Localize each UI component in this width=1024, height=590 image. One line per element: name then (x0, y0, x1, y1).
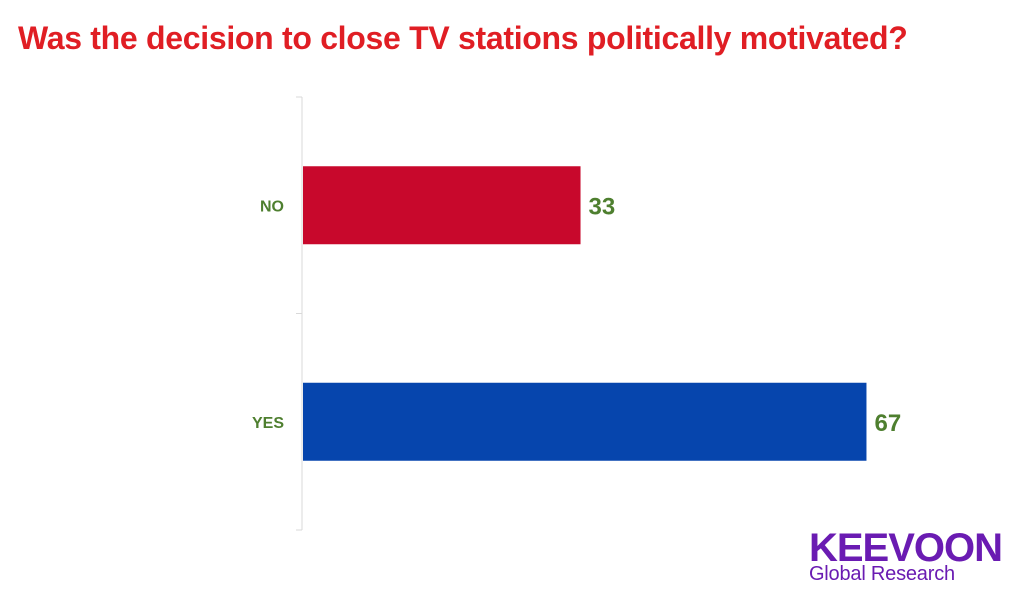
category-label-yes: YES (252, 415, 284, 432)
category-label-no: NO (260, 198, 284, 215)
value-label-yes: 67 (874, 410, 901, 437)
logo-name: KEEVOON (808, 526, 1003, 570)
keevoon-logo: KEEVOON Global Research (808, 526, 1003, 585)
bar-no (303, 166, 581, 245)
bar-yes (303, 382, 867, 461)
chart-title: Was the decision to close TV stations po… (18, 20, 908, 56)
logo-tagline: Global Research (808, 563, 955, 585)
value-label-no: 33 (589, 193, 616, 220)
